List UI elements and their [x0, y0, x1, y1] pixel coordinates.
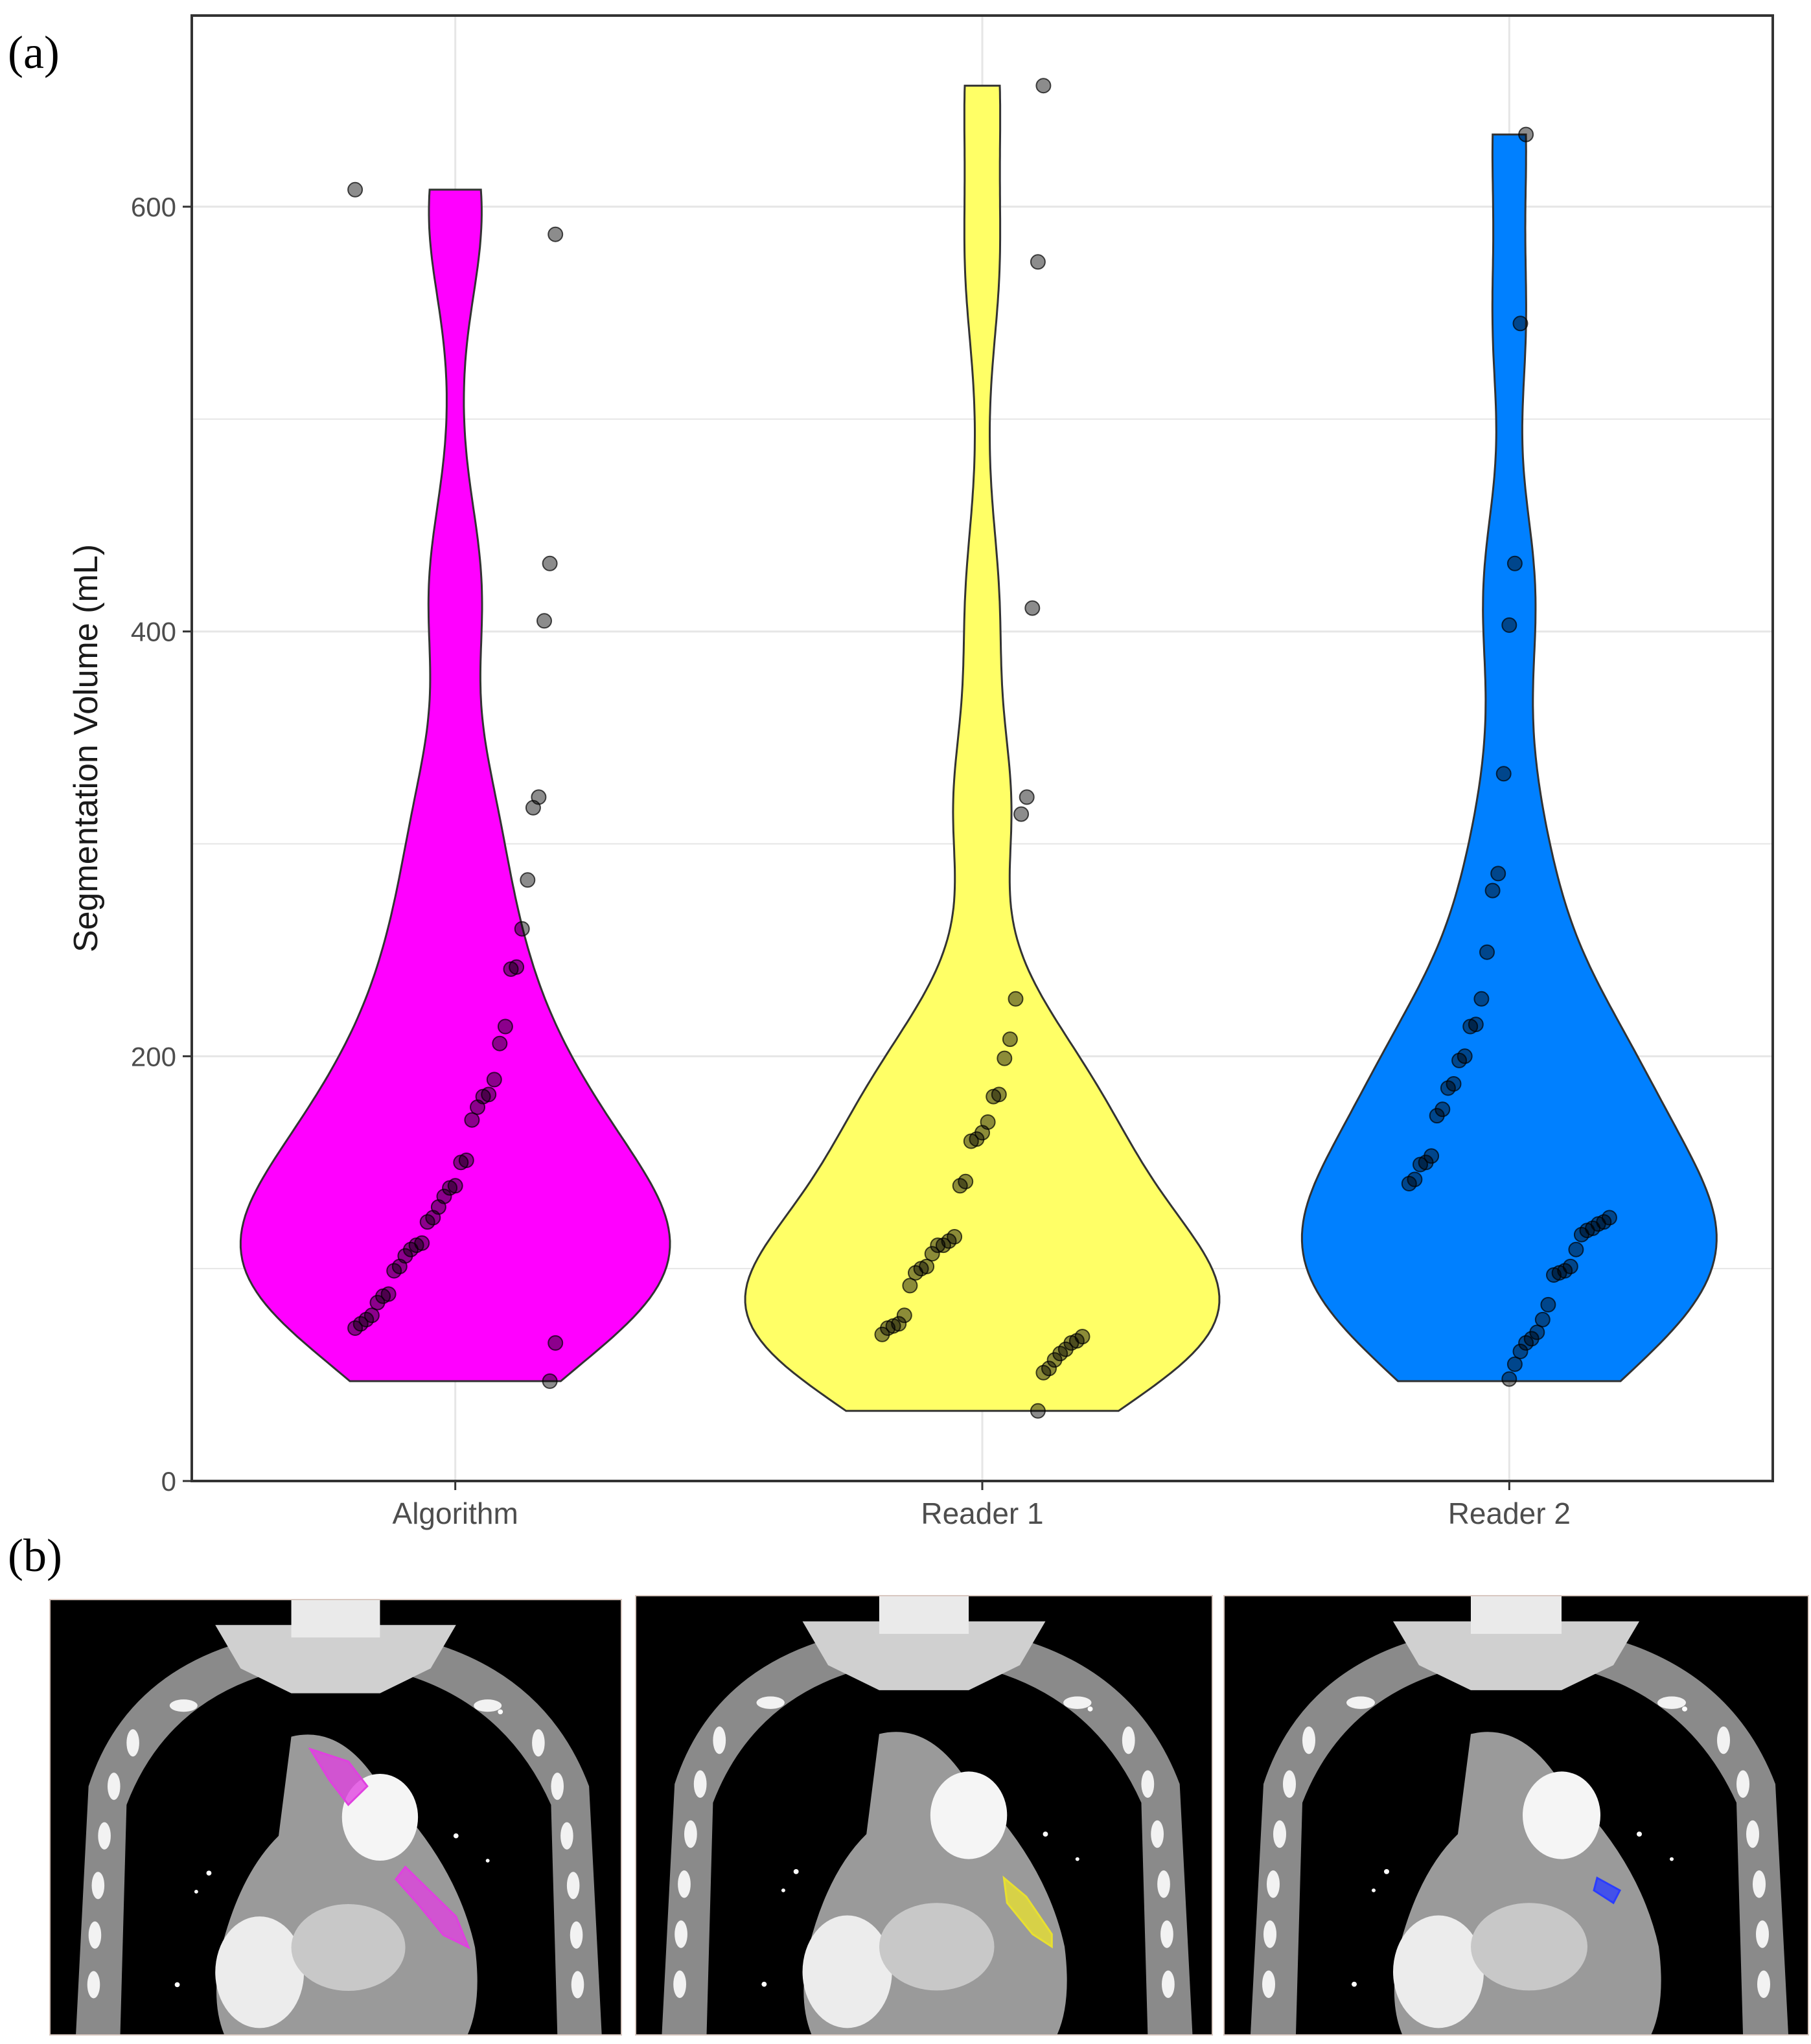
data-point: [1035, 1364, 1052, 1381]
x-axis: Algorithm Reader 1 Reader 2: [393, 1481, 1571, 1530]
ct-image-algorithm: [49, 1599, 622, 2036]
data-point: [1035, 78, 1052, 94]
data-point: [520, 872, 536, 888]
data-point: [1429, 1108, 1445, 1124]
data-point: [497, 1018, 513, 1035]
data-point: [347, 181, 363, 198]
panel-label-b: (b): [8, 1530, 62, 1581]
data-point: [486, 1072, 502, 1088]
violin-reader-2: [1300, 133, 1718, 1383]
data-point: [1568, 1241, 1584, 1257]
data-point: [464, 1112, 480, 1128]
data-point: [1506, 555, 1523, 571]
data-point: [952, 1178, 968, 1194]
data-point: [1401, 1176, 1417, 1191]
data-point: [514, 921, 530, 937]
data-point: [1540, 1296, 1556, 1313]
data-point: [1546, 1267, 1562, 1283]
data-point: [1440, 1080, 1456, 1096]
data-point: [1484, 882, 1501, 899]
data-point: [1030, 1403, 1046, 1419]
data-point: [1501, 617, 1517, 633]
data-point: [1008, 991, 1024, 1007]
data-point: [548, 226, 564, 242]
violin-algorithm: [239, 189, 671, 1383]
ct-image-reader-2: [1223, 1595, 1809, 2036]
data-point: [1534, 1311, 1551, 1327]
violin-chart: 0 200 400 600 Algorithm Reader 1 Reader 2 Seg…: [67, 14, 1774, 1530]
x-tick-label: Reader 1: [921, 1497, 1043, 1530]
data-point: [542, 555, 558, 571]
data-point: [896, 1307, 912, 1324]
data-point: [1473, 991, 1490, 1007]
data-point: [548, 1335, 564, 1351]
data-point: [1495, 766, 1512, 782]
data-point: [1002, 1031, 1018, 1048]
y-axis-label: Segmentation Volume (mL): [67, 544, 105, 952]
data-point: [1013, 806, 1030, 822]
violin-reader-1: [744, 84, 1221, 1412]
data-point: [1518, 1335, 1534, 1351]
data-point: [1019, 789, 1035, 805]
x-tick-label: Algorithm: [393, 1497, 518, 1530]
data-points: [347, 78, 1617, 1419]
ct-scan-drawing: [662, 1596, 1193, 2034]
data-point: [419, 1214, 435, 1230]
y-axis: 0 200 400 600: [131, 192, 192, 1497]
y-tick-label: 200: [131, 1041, 176, 1072]
data-point: [542, 1373, 558, 1389]
data-point: [503, 961, 519, 977]
panel-label-a: (a): [8, 27, 60, 78]
data-point: [1501, 1371, 1517, 1387]
y-tick-label: 600: [131, 192, 176, 222]
data-point: [1046, 1352, 1063, 1368]
y-tick-label: 0: [161, 1466, 176, 1497]
data-point: [986, 1088, 1002, 1105]
data-point: [1479, 944, 1495, 960]
data-point: [369, 1294, 386, 1311]
data-point: [453, 1154, 469, 1171]
violins: [239, 84, 1718, 1412]
data-point: [1512, 1344, 1528, 1359]
data-point: [874, 1326, 890, 1342]
y-tick-label: 400: [131, 617, 176, 647]
data-point: [902, 1278, 918, 1294]
ct-scan-drawing: [76, 1600, 602, 2034]
ct-image-reader-1: [635, 1595, 1213, 2036]
data-point: [347, 1320, 363, 1336]
data-point: [930, 1237, 946, 1254]
data-point: [963, 1133, 979, 1149]
x-tick-label: Reader 2: [1448, 1497, 1571, 1530]
data-point: [470, 1099, 485, 1115]
data-point: [1030, 254, 1046, 270]
data-point: [442, 1180, 458, 1196]
data-point: [525, 799, 541, 816]
data-point: [492, 1035, 508, 1051]
data-point: [1490, 866, 1506, 882]
data-point: [1512, 316, 1528, 332]
data-point: [997, 1050, 1013, 1066]
data-point: [1506, 1356, 1523, 1372]
data-point: [935, 1237, 951, 1254]
data-point: [1518, 126, 1534, 143]
data-point: [908, 1265, 923, 1281]
data-point: [386, 1263, 402, 1279]
data-point: [1573, 1226, 1589, 1243]
data-point: [1451, 1052, 1468, 1068]
data-point: [1024, 600, 1041, 616]
data-point: [536, 613, 552, 629]
data-point: [924, 1246, 940, 1262]
data-point: [1462, 1018, 1479, 1035]
data-point: [1413, 1156, 1428, 1173]
ct-scan-drawing: [1251, 1596, 1788, 2034]
